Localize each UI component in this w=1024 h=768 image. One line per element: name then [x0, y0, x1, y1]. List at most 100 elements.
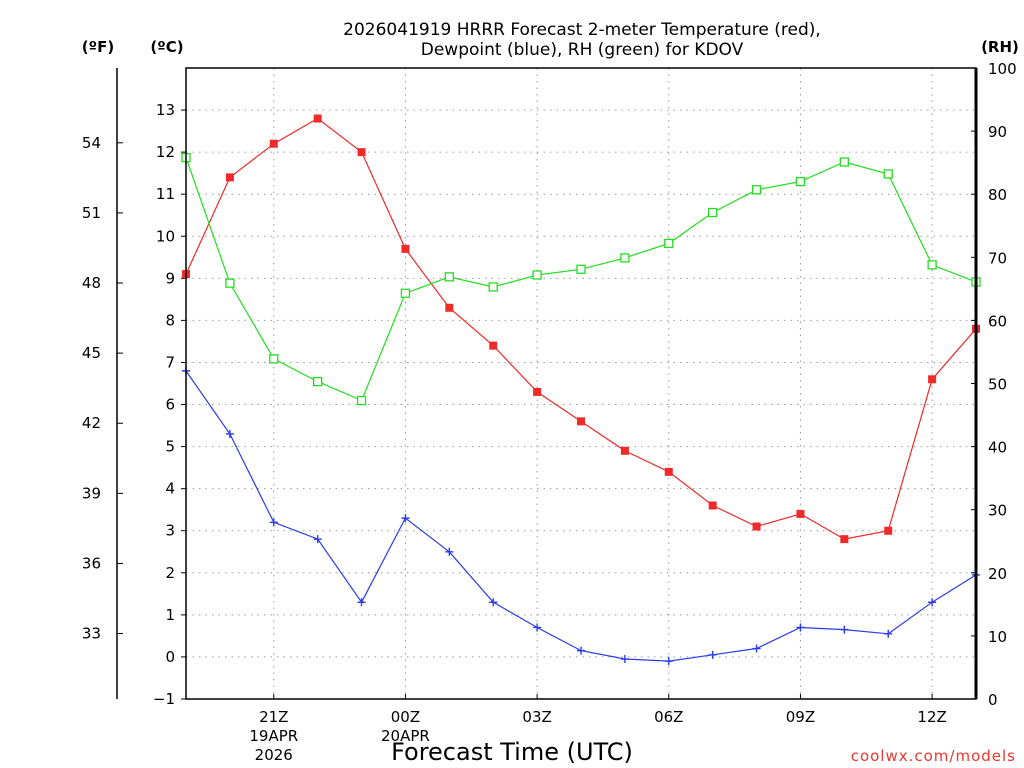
temperature-point: [313, 114, 322, 123]
plot-frame: [185, 67, 977, 700]
axes: −101234567891011121333363942454851540102…: [82, 60, 1017, 764]
dewpoint-point: [357, 598, 366, 607]
dewpoint-point: [620, 655, 629, 664]
credit-link[interactable]: coolwx.com/models: [851, 747, 1016, 765]
celsius-tick-label: 1: [165, 606, 175, 624]
fahrenheit-tick-label: 42: [82, 414, 101, 432]
celsius-tick-label: 11: [156, 185, 175, 203]
rh-tick-label: 50: [988, 376, 1007, 394]
celsius-tick-label: 10: [156, 227, 175, 245]
fahrenheit-tick-label: 48: [82, 274, 101, 292]
rh-point: [400, 288, 411, 298]
data-series: [181, 114, 981, 666]
temperature-point: [840, 535, 849, 544]
celsius-tick-label: 8: [165, 311, 175, 329]
rh-tick-label: 10: [988, 628, 1007, 646]
rh-point: [576, 264, 586, 274]
rh-tick-label: 60: [988, 312, 1007, 330]
dewpoint-point: [928, 598, 937, 607]
rh-tick-label: 30: [988, 502, 1007, 520]
rh-tick-label: 70: [988, 249, 1007, 267]
temperature-point: [489, 341, 498, 350]
celsius-tick-label: 2: [165, 564, 175, 582]
celsius-tick-label: 7: [165, 353, 175, 371]
temperature-point: [620, 446, 629, 455]
x-tick-label: 06Z: [654, 708, 683, 726]
rh-point: [269, 354, 279, 364]
dewpoint-point: [664, 657, 673, 666]
fahrenheit-tick-label: 45: [82, 344, 101, 362]
title-line-1: 2026041919 HRRR Forecast 2-meter Tempera…: [343, 20, 821, 40]
rh-tick-label: 90: [988, 123, 1007, 141]
dewpoint-point: [796, 623, 805, 632]
grid-lines: [186, 68, 976, 699]
celsius-unit-label: (ºC): [150, 38, 183, 56]
x-date-label: 19APR: [249, 727, 298, 745]
rh-point: [839, 157, 849, 167]
temperature-point: [928, 375, 937, 384]
dewpoint-point: [401, 514, 410, 523]
rh-point: [620, 253, 630, 263]
rh-point: [225, 278, 235, 288]
celsius-tick-label: 5: [165, 438, 175, 456]
dewpoint-point: [533, 623, 542, 632]
rh-tick-label: 100: [988, 60, 1017, 78]
temperature-point: [357, 148, 366, 157]
dewpoint-series: [182, 366, 980, 666]
dewpoint-line: [185, 370, 977, 662]
dewpoint-point: [708, 650, 717, 659]
fahrenheit-tick-label: 33: [82, 625, 101, 643]
rh-point: [664, 238, 674, 249]
celsius-tick-label: 12: [156, 143, 175, 161]
dewpoint-point: [445, 547, 454, 556]
temperature-point: [577, 417, 585, 426]
dewpoint-point: [269, 518, 278, 527]
rh-point: [356, 395, 367, 406]
rh-point: [883, 169, 893, 179]
temperature-point: [533, 387, 542, 396]
celsius-tick-label: −1: [153, 690, 175, 708]
dewpoint-point: [577, 646, 585, 655]
rh-point: [488, 282, 498, 292]
dewpoint-point: [884, 629, 893, 638]
temperature-series: [182, 114, 980, 544]
temperature-line: [185, 117, 977, 540]
x-tick-label: 03Z: [522, 708, 551, 726]
x-tick-label: 12Z: [917, 708, 946, 726]
temperature-point: [225, 173, 234, 182]
x-date-label: 20APR: [381, 727, 430, 745]
x-tick-label: 21Z: [259, 708, 288, 726]
x-tick-label: 00Z: [391, 708, 420, 726]
celsius-tick-label: 13: [156, 101, 175, 119]
fahrenheit-tick-label: 54: [82, 134, 101, 152]
rh-series: [181, 152, 981, 406]
fahrenheit-tick-label: 39: [82, 484, 101, 502]
dewpoint-point: [840, 625, 849, 634]
rh-point: [313, 376, 323, 387]
x-tick-label: 09Z: [786, 708, 815, 726]
temperature-point: [796, 509, 805, 518]
celsius-tick-label: 6: [165, 396, 175, 414]
rh-tick-label: 20: [988, 565, 1007, 583]
fahrenheit-tick-label: 36: [82, 554, 101, 572]
temperature-point: [664, 467, 673, 476]
celsius-tick-label: 0: [165, 648, 175, 666]
fahrenheit-unit-label: (ºF): [82, 38, 114, 56]
dewpoint-point: [752, 644, 761, 653]
dewpoint-point: [489, 598, 498, 607]
rh-tick-label: 80: [988, 186, 1007, 204]
x-year-label: 2026: [255, 746, 293, 764]
rh-point: [927, 260, 937, 270]
celsius-tick-label: 3: [165, 522, 175, 540]
celsius-tick-label: 4: [165, 480, 175, 498]
temperature-point: [752, 522, 761, 531]
chart-title: 2026041919 HRRR Forecast 2-meter Tempera…: [343, 20, 821, 60]
title-line-2: Dewpoint (blue), RH (green) for KDOV: [421, 40, 744, 60]
x-axis-label: Forecast Time (UTC): [391, 738, 633, 766]
rh-point: [708, 207, 718, 218]
celsius-tick-label: 9: [165, 269, 175, 287]
rh-point: [795, 176, 806, 187]
rh-tick-label: 0: [988, 691, 998, 709]
rh-point: [751, 185, 762, 195]
